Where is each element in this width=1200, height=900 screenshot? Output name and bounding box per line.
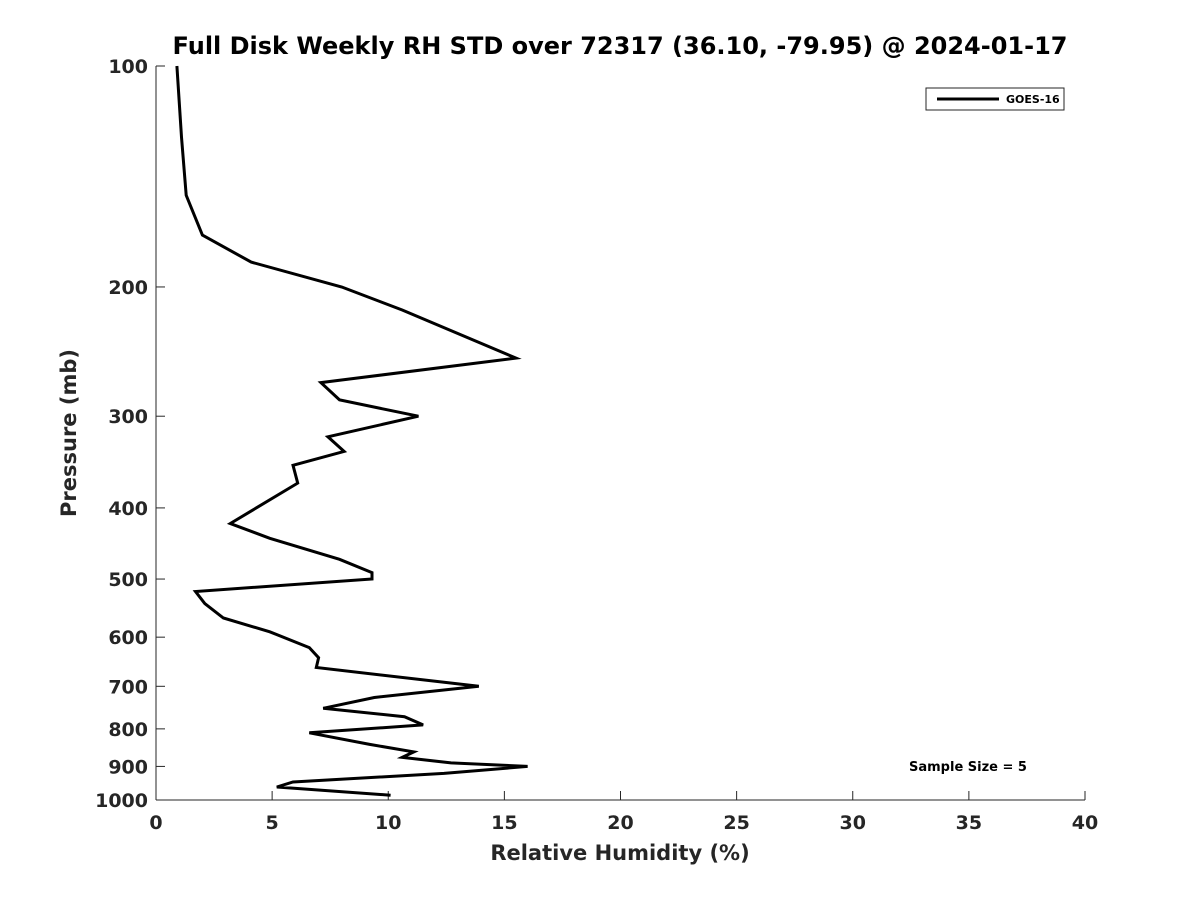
y-tick-label: 300 xyxy=(108,406,148,428)
y-tick-label: 200 xyxy=(108,277,148,299)
y-tick-label: 700 xyxy=(108,676,148,698)
x-tick-label: 35 xyxy=(956,812,982,834)
x-tick-label: 20 xyxy=(607,812,633,834)
x-tick-label: 30 xyxy=(840,812,866,834)
x-tick-label: 15 xyxy=(491,812,517,834)
y-axis-ticks: 100 200 300 400 500 600 700 800 900 1000 xyxy=(95,56,165,812)
y-tick-label: 600 xyxy=(108,627,148,649)
chart-title: Full Disk Weekly RH STD over 72317 (36.1… xyxy=(173,32,1068,60)
x-axis-label: Relative Humidity (%) xyxy=(490,841,749,865)
y-tick-label: 1000 xyxy=(95,790,148,812)
x-tick-label: 40 xyxy=(1072,812,1098,834)
legend-label-goes16: GOES-16 xyxy=(1006,93,1060,106)
y-tick-label: 800 xyxy=(108,719,148,741)
x-tick-label: 0 xyxy=(149,812,162,834)
x-axis-ticks: 0 5 10 15 20 25 30 35 40 xyxy=(149,791,1098,834)
x-tick-label: 25 xyxy=(723,812,749,834)
x-tick-label: 10 xyxy=(375,812,401,834)
series-layer xyxy=(175,65,528,797)
y-tick-label: 500 xyxy=(108,569,148,591)
y-tick-label: 900 xyxy=(108,756,148,778)
y-tick-label: 400 xyxy=(108,498,148,520)
x-tick-label: 5 xyxy=(266,812,279,834)
legend: GOES-16 xyxy=(925,87,1065,111)
y-tick-label: 100 xyxy=(108,56,148,78)
y-axis-label: Pressure (mb) xyxy=(57,349,81,517)
sample-size-annotation: Sample Size = 5 xyxy=(909,760,1027,775)
series-line-goes16 xyxy=(175,65,528,797)
